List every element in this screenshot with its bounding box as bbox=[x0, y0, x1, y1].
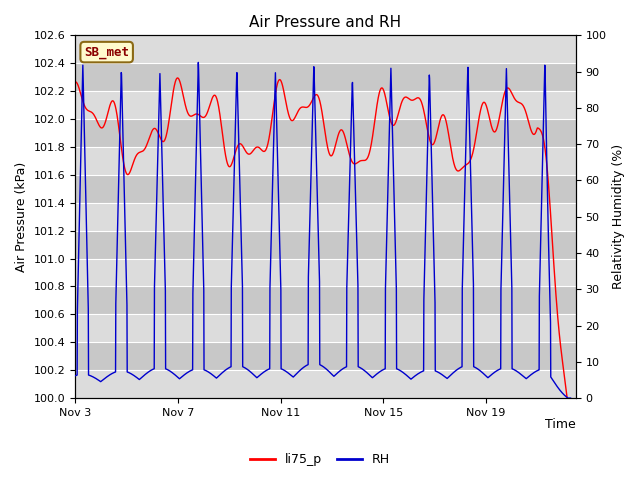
Bar bbox=[75, 147, 576, 175]
Bar bbox=[75, 203, 576, 231]
Title: Air Pressure and RH: Air Pressure and RH bbox=[250, 15, 401, 30]
X-axis label: Time: Time bbox=[545, 418, 576, 431]
Bar bbox=[75, 175, 576, 203]
Bar bbox=[75, 63, 576, 91]
Y-axis label: Air Pressure (kPa): Air Pressure (kPa) bbox=[15, 162, 28, 272]
Bar bbox=[75, 231, 576, 259]
Bar bbox=[75, 259, 576, 287]
Bar bbox=[75, 314, 576, 342]
Bar bbox=[75, 119, 576, 147]
Bar bbox=[75, 287, 576, 314]
Bar bbox=[75, 342, 576, 370]
Bar bbox=[75, 36, 576, 63]
Y-axis label: Relativity Humidity (%): Relativity Humidity (%) bbox=[612, 144, 625, 289]
Legend: li75_p, RH: li75_p, RH bbox=[245, 448, 395, 471]
Bar bbox=[75, 370, 576, 398]
Text: SB_met: SB_met bbox=[84, 46, 129, 59]
Bar bbox=[75, 91, 576, 119]
